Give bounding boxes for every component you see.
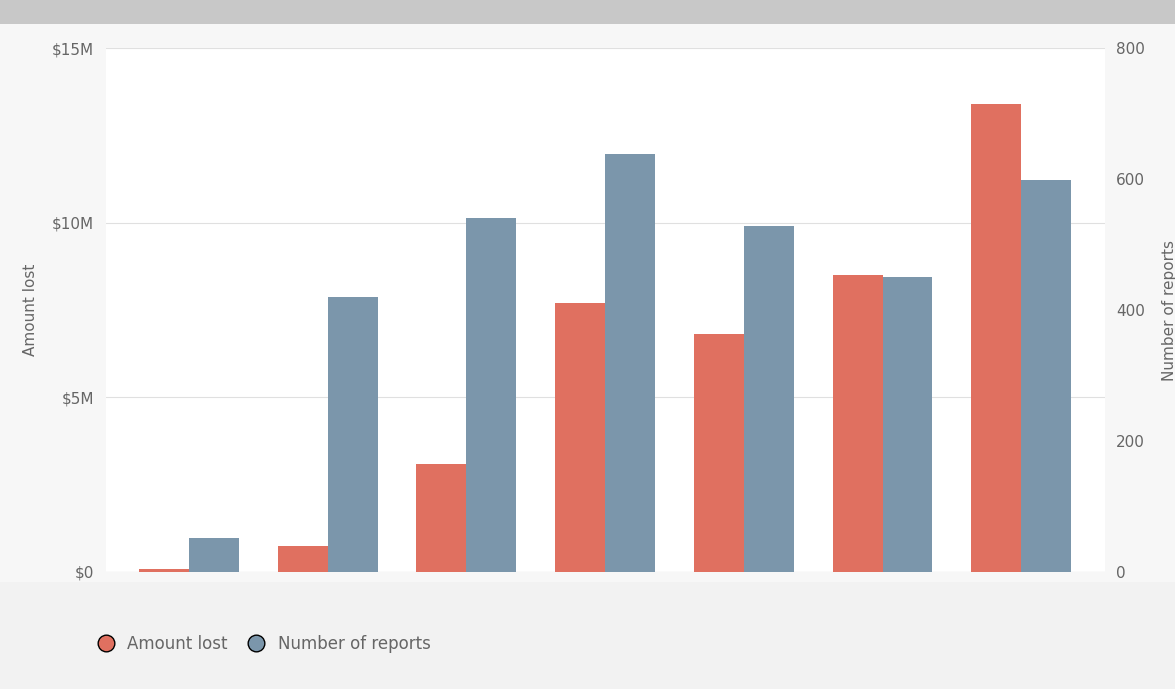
- Bar: [139, 569, 189, 572]
- Bar: [189, 538, 239, 572]
- Bar: [328, 297, 377, 572]
- Bar: [555, 303, 605, 572]
- Bar: [744, 226, 794, 572]
- Legend: Amount lost, Number of reports: Amount lost, Number of reports: [90, 628, 437, 660]
- Bar: [1021, 181, 1072, 572]
- Bar: [833, 275, 882, 572]
- Bar: [466, 218, 516, 572]
- Y-axis label: Amount lost: Amount lost: [24, 264, 38, 356]
- Bar: [416, 464, 466, 572]
- Bar: [605, 154, 656, 572]
- Bar: [277, 546, 328, 572]
- Bar: [972, 104, 1021, 572]
- Bar: [882, 278, 933, 572]
- Y-axis label: Number of reports: Number of reports: [1162, 240, 1175, 380]
- Bar: [694, 334, 744, 572]
